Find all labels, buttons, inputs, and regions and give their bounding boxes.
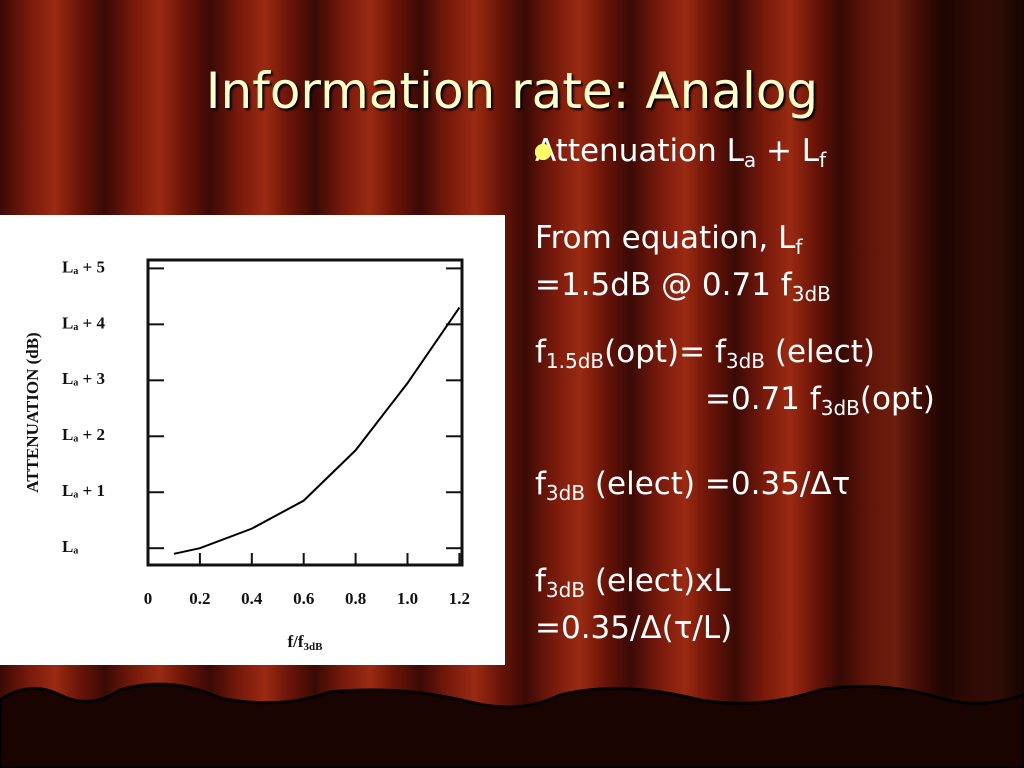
subscript: 3dB <box>791 282 831 306</box>
text-run: =0.71 f <box>705 381 821 417</box>
text-run: Attenuation L <box>535 133 744 169</box>
slide-title: Information rate: Analog <box>205 62 819 120</box>
bullet-line: Attenuation La + Lf <box>535 132 1015 179</box>
text-run: f/f <box>287 632 303 651</box>
x-tick-label: 1.0 <box>397 589 418 608</box>
y-axis-label: ATTENUATION (dB) <box>23 332 42 492</box>
text-run: (elect)xL <box>585 563 731 599</box>
y-tick-label: Lₐ + 2 <box>62 425 105 444</box>
bullet: f3dB (elect)xL =0.35/Δ(τ/L) <box>535 144 1015 647</box>
bullet-line: =0.71 f3dB(opt) <box>535 380 1015 427</box>
bullet-line: f3dB (elect) =0.35/Δτ <box>535 465 1015 512</box>
subscript: f <box>795 235 803 259</box>
floor-shape <box>0 682 1024 768</box>
subscript: 3dB <box>545 481 586 505</box>
subscript: 3dB <box>304 641 324 653</box>
y-tick-label: Lₐ + 3 <box>62 369 105 388</box>
x-axis-label: f/f3dB <box>287 632 323 653</box>
bullet: f3dB (elect) =0.35/Δτ <box>535 144 1015 512</box>
x-tick-label: 1.2 <box>449 589 470 608</box>
bullet: From equation, Lf =1.5dB @ 0.71 f3dB <box>535 144 1015 313</box>
subscript: 1.5dB <box>545 349 605 373</box>
curtain-floor <box>0 682 1024 768</box>
bullet-line: f3dB (elect)xL <box>535 562 1015 609</box>
bullet-line: f1.5dB(opt)= f3dB (elect) <box>535 333 1015 380</box>
y-tick-label: Lₐ + 5 <box>62 257 105 276</box>
bullet-line: =0.35/Δ(τ/L) <box>535 609 1015 647</box>
text-run: =1.5dB @ 0.71 f <box>535 267 792 303</box>
bullet-list: Attenuation La + Lf From equation, Lf =1.5… <box>535 132 1015 647</box>
x-tick-label: 0.6 <box>293 589 314 608</box>
chart: Lₐ Lₐ + 1 Lₐ + 2 Lₐ + 3 Lₐ + 4 Lₐ + 5 0 0.2 0.4 0… <box>0 215 505 665</box>
subscript: a <box>743 148 757 172</box>
text-run: (elect) <box>765 334 876 370</box>
y-tick-label: Lₐ + 1 <box>62 481 105 500</box>
subscript: f <box>819 148 827 172</box>
text-run: f <box>535 563 546 599</box>
bullet: Attenuation La + Lf <box>535 132 1015 179</box>
x-tick-label: 0.4 <box>241 589 263 608</box>
bullet-line: From equation, Lf <box>535 219 1015 266</box>
bullet-dot <box>535 144 551 160</box>
x-tick-label: 0 <box>144 589 153 608</box>
y-tick-label: Lₐ <box>62 537 78 556</box>
text-run: + L <box>756 133 820 169</box>
subscript: 3dB <box>820 396 860 420</box>
x-tick-label: 0.8 <box>345 589 366 608</box>
plot-frame <box>146 258 464 567</box>
text-run: f <box>535 334 546 370</box>
attenuation-curve <box>173 307 461 555</box>
text-run: f <box>535 466 546 502</box>
x-tick-label: 0.2 <box>189 589 210 608</box>
bullet-line: =1.5dB @ 0.71 f3dB <box>535 266 1015 313</box>
text-run: (opt) <box>859 381 935 417</box>
subscript: 3dB <box>725 349 766 373</box>
subscript: 3dB <box>545 578 586 602</box>
y-tick-label: Lₐ + 4 <box>62 313 105 332</box>
text-run: =0.35/Δ(τ/L) <box>535 610 733 646</box>
text-run: (elect) =0.35/Δτ <box>585 466 851 502</box>
bullet: f1.5dB(opt)= f3dB (elect) =0.71 f3dB(opt) <box>535 144 1015 427</box>
text-run: From equation, L <box>535 220 796 256</box>
text-run: (opt)= f <box>604 334 726 370</box>
